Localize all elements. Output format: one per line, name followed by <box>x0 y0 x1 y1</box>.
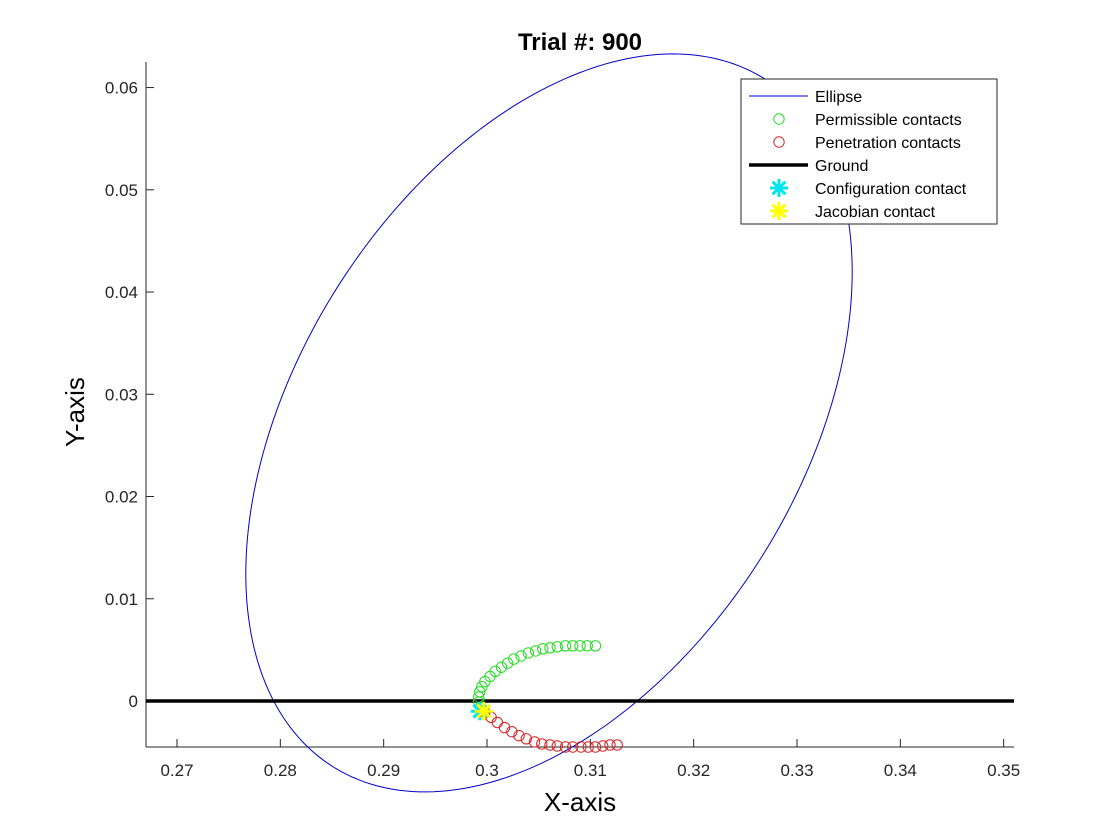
y-tick-label: 0 <box>129 692 138 711</box>
x-tick-label: 0.31 <box>574 761 607 780</box>
penetration-contact-point <box>551 740 563 752</box>
penetration-contact-point <box>544 739 556 751</box>
y-axis-label: Y-axis <box>60 377 90 447</box>
permissible-contact-point <box>495 661 508 673</box>
ticks: 0.27 0.28 0.29 0.3 0.31 0.32 0.33 0.34 0.35 0 0.01… <box>105 79 1020 780</box>
penetration-contact-point <box>513 730 525 742</box>
permissible-contact-point <box>501 657 514 669</box>
y-tick-label: 0.05 <box>105 181 138 200</box>
jacobian-contact-marker <box>474 702 493 721</box>
ellipse-line <box>245 53 853 793</box>
x-tick-label: 0.3 <box>475 761 499 780</box>
x-tick-label: 0.35 <box>987 761 1020 780</box>
permissible-contact-point <box>581 640 593 652</box>
legend-jacobian-swatch <box>770 202 788 220</box>
legend-permissible-swatch <box>773 113 785 125</box>
permissible-contact-point <box>589 640 602 652</box>
x-tick-label: 0.32 <box>677 761 710 780</box>
x-tick-label: 0.34 <box>884 761 917 780</box>
penetration-contact-point <box>611 739 623 751</box>
y-tick-label: 0.04 <box>105 283 138 302</box>
penetration-contact-point <box>567 741 579 753</box>
permissible-contact-point <box>559 640 572 652</box>
penetration-contact-point <box>589 741 602 753</box>
y-tick-label: 0.02 <box>105 488 138 507</box>
penetration-contact-point <box>559 741 572 753</box>
penetration-contact-point <box>536 738 548 750</box>
permissible-contact-point <box>567 640 579 652</box>
x-tick-label: 0.28 <box>264 761 297 780</box>
series <box>146 53 1014 793</box>
permissible-contact-point <box>515 650 527 662</box>
permissible-contact-point <box>574 640 586 652</box>
legend-box <box>740 78 998 225</box>
penetration-contact-point <box>491 716 504 729</box>
legend-penetration-swatch <box>773 136 785 148</box>
legend-configuration-swatch <box>770 179 788 197</box>
legend-permissible-label: Permissible contacts <box>815 112 962 129</box>
legend-ellipse-label: Ellipse <box>815 89 862 106</box>
penetration-contact-point <box>498 721 511 734</box>
legend: Ellipse Permissible contacts Penetration c… <box>740 78 998 225</box>
y-tick-label: 0.06 <box>105 79 138 98</box>
legend-jacobian-label: Jacobian contact <box>815 204 936 221</box>
penetration-contact-point <box>506 725 518 738</box>
penetration-contact-point <box>528 736 541 748</box>
legend-penetration-label: Penetration contacts <box>815 135 961 152</box>
permissible-contact-point <box>551 641 563 653</box>
permissible-contact-point <box>544 642 556 654</box>
permissible-contact-point <box>508 653 520 665</box>
penetration-contact-point <box>520 733 532 745</box>
legend-configuration-label: Configuration contact <box>815 181 967 198</box>
penetration-contact-point <box>604 739 616 751</box>
y-tick-label: 0.01 <box>105 590 138 609</box>
x-tick-label: 0.27 <box>160 761 193 780</box>
permissible-contact-point <box>522 647 535 659</box>
x-tick-label: 0.29 <box>367 761 400 780</box>
x-tick-label: 0.33 <box>780 761 813 780</box>
permissible-contact-point <box>529 645 542 657</box>
legend-ground-label: Ground <box>815 158 868 175</box>
x-axis-label: X-axis <box>544 787 616 817</box>
permissible-contact-point <box>476 680 488 693</box>
chart-title: Trial #: 900 <box>518 29 642 56</box>
permissible-contact-point <box>537 643 549 655</box>
penetration-contact-point <box>575 741 587 753</box>
penetration-contact-point <box>597 740 609 752</box>
axes <box>145 62 1014 748</box>
penetration-contact-point <box>582 741 594 753</box>
y-tick-label: 0.03 <box>105 385 138 404</box>
